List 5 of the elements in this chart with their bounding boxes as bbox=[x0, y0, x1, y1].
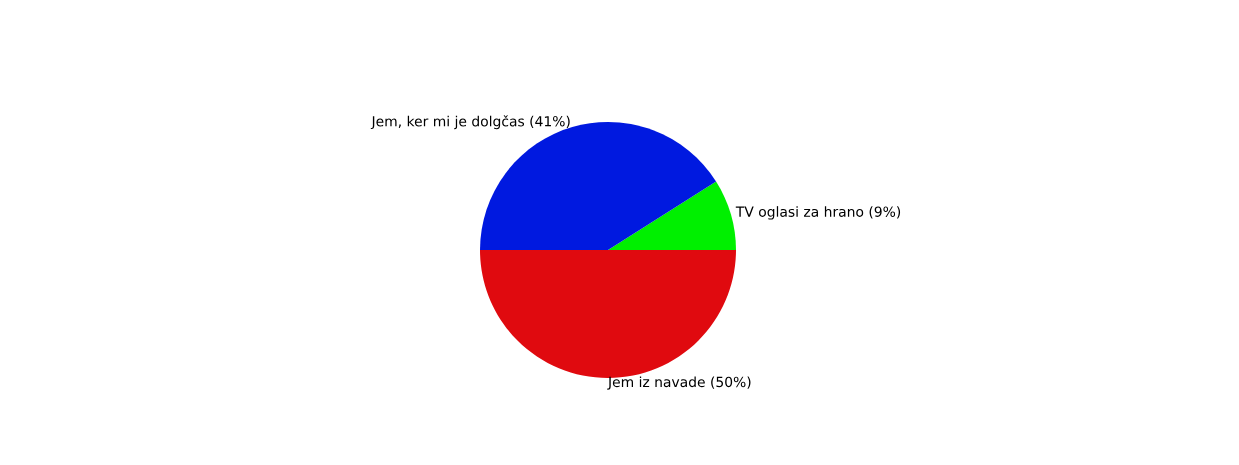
slice-label: Jem iz navade (50%) bbox=[607, 376, 751, 390]
pie-slice bbox=[480, 250, 736, 378]
slice-label: Jem, ker mi je dolgčas (41%) bbox=[370, 115, 570, 130]
slice-label: TV oglasi za hrano (9%) bbox=[735, 206, 901, 220]
pie-slice bbox=[608, 181, 736, 250]
